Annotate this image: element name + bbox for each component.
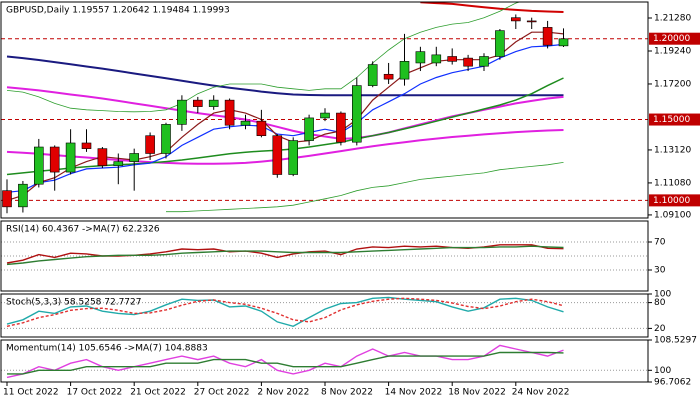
candle-body <box>304 117 314 141</box>
y-tick-label: 1.17200 <box>654 79 691 89</box>
candle-body <box>208 99 219 107</box>
x-tick-label: 18 Nov 2022 <box>448 388 506 398</box>
candle-body <box>431 54 442 64</box>
candle-body <box>240 120 251 126</box>
candle-body <box>49 146 60 173</box>
candle-body <box>97 148 108 166</box>
candle-body <box>495 30 505 57</box>
panel <box>1 2 648 214</box>
indicator-line <box>420 2 564 13</box>
candle-body <box>145 135 155 154</box>
candle-body <box>129 153 139 162</box>
panel <box>1 344 648 379</box>
candle-body <box>542 27 553 46</box>
x-tick-label: 21 Oct 2022 <box>130 388 186 398</box>
panel-title: Momentum(14) 105.6546 ->MA(7) 104.8883 <box>6 344 208 354</box>
candle-body <box>18 183 28 208</box>
x-tick-label: 27 Oct 2022 <box>194 388 250 398</box>
indicator-line <box>6 297 564 327</box>
candle-body <box>65 142 76 173</box>
candle-body <box>399 61 410 80</box>
y-tick-label: 96.7062 <box>654 378 691 388</box>
candle-body <box>81 142 92 149</box>
candle-body <box>2 190 12 208</box>
panel-frame <box>0 1 649 219</box>
candle-body <box>367 64 378 86</box>
y-tick-label: 100 <box>654 290 671 300</box>
level-label: 1.20000 <box>653 34 690 44</box>
level-label-box <box>649 194 700 207</box>
level-label-box <box>649 113 700 126</box>
candle-body <box>383 73 394 80</box>
indicator-line <box>6 344 564 379</box>
candle-body <box>463 57 473 67</box>
level-label: 1.15000 <box>653 115 690 125</box>
x-tick-label: 2 Nov 2022 <box>257 388 309 398</box>
x-tick-label: 8 Nov 2022 <box>321 388 373 398</box>
indicator-line <box>166 162 564 213</box>
y-tick-label: 70 <box>654 238 666 248</box>
panel-title: Stoch(5,3,3) 58.5258 72.7727 <box>6 298 141 308</box>
candle-body <box>272 135 283 175</box>
y-tick-label: 1.21280 <box>654 14 691 24</box>
y-tick-label: 80 <box>654 298 666 308</box>
indicator-line <box>6 55 564 97</box>
y-tick-label: 108.5297 <box>654 336 697 346</box>
y-tick-label: 1.19240 <box>654 46 691 56</box>
candle-body <box>193 99 203 107</box>
candle-body <box>33 146 44 185</box>
candle-body <box>558 38 569 47</box>
candle-body <box>336 112 346 143</box>
indicator-line <box>6 43 564 193</box>
x-tick-label: 11 Oct 2022 <box>3 388 59 398</box>
candle-body <box>351 85 362 143</box>
candle-body <box>479 56 489 67</box>
x-tick-label: 24 Nov 2022 <box>512 388 570 398</box>
y-tick-label: 1.13120 <box>654 145 691 155</box>
level-label: 1.10000 <box>653 196 690 206</box>
candle-body <box>161 124 171 154</box>
indicator-line <box>7 351 564 375</box>
y-tick-label: 20 <box>654 324 666 334</box>
candle-body <box>224 99 235 126</box>
candle-body <box>447 56 458 62</box>
candle-body <box>113 161 124 166</box>
candle-body <box>526 20 537 23</box>
candle-body <box>415 51 426 64</box>
candle-body <box>320 112 330 119</box>
candle-body <box>177 99 187 125</box>
x-tick-label: 17 Oct 2022 <box>67 388 123 398</box>
indicator-line <box>6 245 564 266</box>
panel <box>1 296 648 329</box>
panel <box>1 241 648 271</box>
candle-body <box>288 140 299 175</box>
indicator-line <box>6 2 521 113</box>
candle-body <box>510 17 521 22</box>
y-tick-label: 1.09100 <box>654 210 691 220</box>
x-tick-label: 14 Nov 2022 <box>385 388 443 398</box>
panel-frame <box>0 293 649 338</box>
y-tick-label: 100 <box>654 366 671 376</box>
level-label-box <box>649 32 700 45</box>
candle-body <box>256 120 267 137</box>
y-tick-label: 30 <box>654 266 666 276</box>
panel-frame <box>0 220 649 292</box>
panel-title: GBPUSD,Daily 1.19557 1.20642 1.19484 1.1… <box>6 6 230 16</box>
panel-title: RSI(14) 60.4367 ->MA(7) 62.2326 <box>6 225 160 235</box>
y-tick-label: 1.11080 <box>654 178 691 188</box>
indicator-line <box>6 296 564 328</box>
